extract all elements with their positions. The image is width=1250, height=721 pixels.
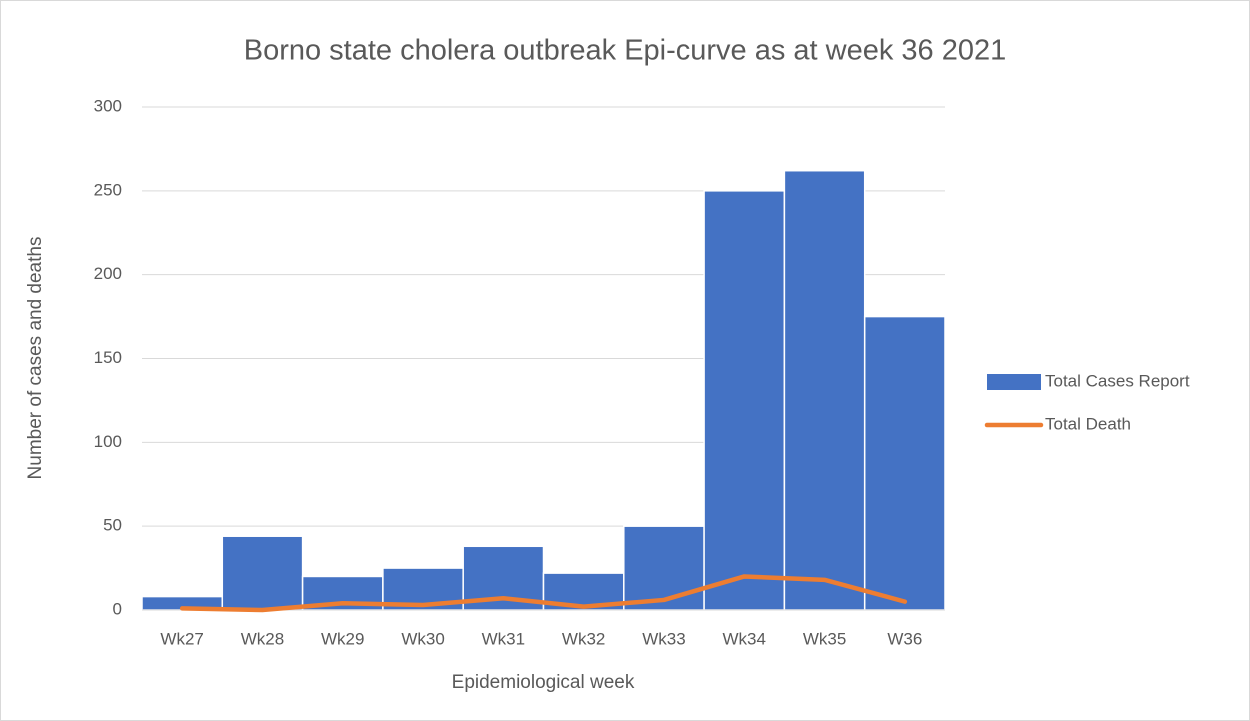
x-tick-label: Wk30 [401,629,444,648]
y-axis-label: Number of cases and deaths [25,237,46,480]
bar [623,525,705,611]
x-tick-label: Wk27 [160,629,203,648]
y-tick-label: 300 [94,96,122,115]
y-tick-label: 100 [94,432,122,451]
y-tick-label: 150 [94,348,122,367]
y-tick-label: 200 [94,264,122,283]
legend-swatch [987,374,1041,390]
x-tick-label: Wk31 [482,629,525,648]
bar [783,169,866,611]
line [179,574,908,613]
bar [703,190,786,611]
legend-label: Total Death [1045,414,1131,433]
chart-title: Borno state cholera outbreak Epi-curve a… [244,35,1007,67]
y-tick-label: 50 [103,516,122,535]
x-axis-label: Epidemiological week [452,672,635,693]
x-tick-label: Wk34 [723,629,766,648]
x-tick-label: Wk29 [321,629,364,648]
x-tick-label: W36 [887,629,922,648]
y-tick-label: 250 [94,180,122,199]
bar [863,315,946,611]
legend-label: Total Cases Report [1045,371,1190,390]
y-tick-label: 0 [113,599,122,618]
x-tick-label: Wk33 [642,629,685,648]
x-tick-label: Wk32 [562,629,605,648]
bar [221,535,304,611]
x-tick-label: Wk28 [241,629,284,648]
x-tick-label: Wk35 [803,629,846,648]
